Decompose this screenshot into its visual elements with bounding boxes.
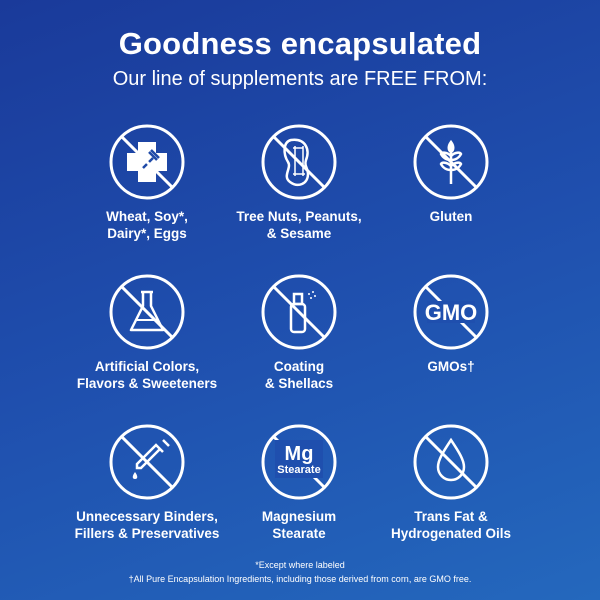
svg-text:Mg: Mg (285, 443, 314, 465)
item-label: Gluten (429, 209, 473, 224)
item-label: GMOs† (427, 359, 475, 374)
item-label: Stearate (272, 526, 326, 541)
item-label: Wheat, Soy*, (106, 209, 188, 224)
item-label: Artificial Colors, (94, 359, 200, 374)
peanut-icon (261, 124, 337, 200)
item-binders: Unnecessary Binders, Fillers & Preservati… (57, 422, 237, 542)
dropper-icon (109, 424, 185, 500)
item-label: Trans Fat & (414, 509, 488, 524)
item-label: & Shellacs (264, 376, 334, 391)
oil-drop-icon (413, 424, 489, 500)
footnote-except: *Except where labeled (255, 560, 345, 570)
item-coating: Coating & Shellacs (209, 272, 389, 392)
item-label: Hydrogenated Oils (390, 526, 512, 541)
flask-icon (109, 274, 185, 350)
item-label: Tree Nuts, Peanuts, (236, 209, 362, 224)
item-mg-stearate: Mg Stearate Magnesium Stearate (209, 422, 389, 542)
item-label: Unnecessary Binders, (76, 509, 218, 524)
item-gmo: GMO GMOs† (361, 272, 541, 375)
item-label: Coating (273, 359, 325, 374)
page-subtitle: Our line of supplements are FREE FROM: (112, 68, 488, 90)
item-label: Magnesium (261, 509, 337, 524)
item-label: Dairy*, Eggs (107, 226, 187, 241)
svg-text:Stearate: Stearate (277, 464, 320, 476)
page-title: Goodness encapsulated (118, 26, 482, 61)
wheat-icon (413, 124, 489, 200)
item-nuts: Tree Nuts, Peanuts, & Sesame (209, 122, 389, 242)
svg-text:GMO: GMO (425, 300, 478, 325)
gmo-icon: GMO (413, 274, 489, 350)
mg-stearate-icon: Mg Stearate (261, 424, 337, 500)
footnote-gmo: †All Pure Encapsulation Ingredients, inc… (128, 574, 472, 584)
item-label: & Sesame (266, 226, 332, 241)
allergen-cross-fork-icon (109, 124, 185, 200)
item-label: Flavors & Sweeteners (76, 376, 218, 391)
item-wheat-soy-dairy-eggs: Wheat, Soy*, Dairy*, Eggs (57, 122, 237, 242)
item-trans-fat: Trans Fat & Hydrogenated Oils (361, 422, 541, 542)
item-artificial: Artificial Colors, Flavors & Sweeteners (57, 272, 237, 392)
item-gluten: Gluten (361, 122, 541, 225)
spray-bottle-icon (261, 274, 337, 350)
item-label: Fillers & Preservatives (74, 526, 220, 541)
